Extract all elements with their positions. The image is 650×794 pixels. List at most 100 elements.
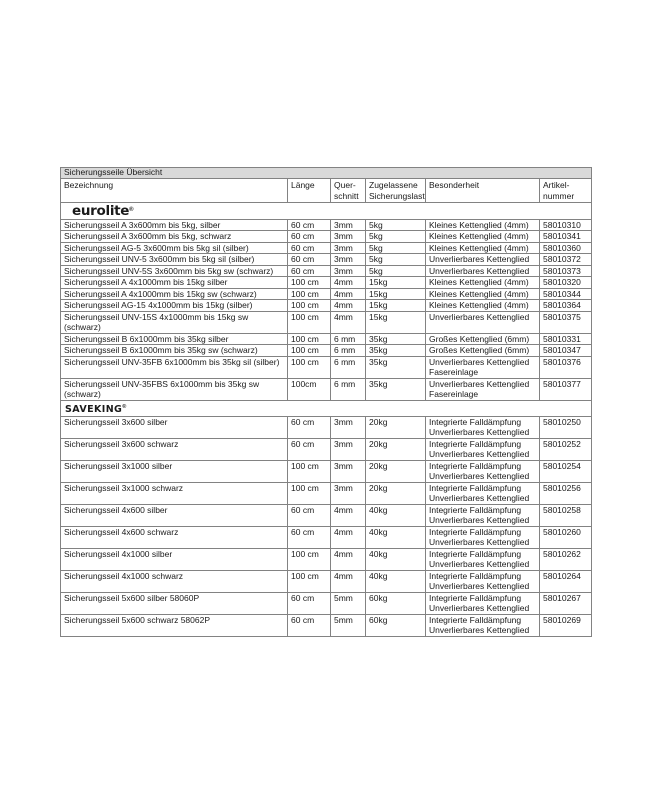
cell-laenge: 60 cm — [287, 241, 331, 255]
cell-besonderheit: Integrierte Falldämpfung Unverlierbares … — [425, 503, 540, 527]
cell-besonderheit: Kleines Kettenglied (4mm) — [425, 218, 540, 232]
cell-querschnitt: 3mm — [330, 241, 366, 255]
table-row: Sicherungsseil UNV-35FBS 6x1000mm bis 35… — [60, 377, 593, 401]
cell-artikelnummer: 58010262 — [538, 547, 593, 571]
cell-besonderheit: Kleines Kettenglied (4mm) — [425, 276, 540, 289]
cell-sicherungslast: 35kg — [365, 355, 426, 379]
cell-bezeichnung: Sicherungsseil A 3x600mm bis 5kg, silber — [60, 218, 288, 232]
cell-laenge: 60 cm — [287, 253, 331, 266]
cell-querschnitt: 5mm — [330, 591, 366, 615]
cell-bezeichnung: Sicherungsseil A 4x1000mm bis 15kg silbe… — [60, 276, 288, 289]
cell-bezeichnung: Sicherungsseil 3x600 schwarz — [60, 437, 288, 461]
cell-besonderheit: Integrierte Falldämpfung Unverlierbares … — [425, 613, 540, 637]
column-header-besonderheit: Besonderheit — [425, 178, 540, 203]
cell-querschnitt: 6 mm — [330, 355, 366, 379]
cell-sicherungslast: 60kg — [365, 613, 426, 637]
cell-bezeichnung: Sicherungsseil UNV-5S 3x600mm bis 5kg sw… — [60, 264, 288, 278]
table-row: Sicherungsseil 5x600 schwarz 58062P 60 cm… — [60, 613, 593, 637]
cell-besonderheit: Großes Kettenglied (6mm) — [425, 344, 540, 357]
cell-besonderheit: Integrierte Falldämpfung Unverlierbares … — [425, 547, 540, 571]
cell-besonderheit: Unverlierbares Kettenglied — [425, 264, 540, 278]
cell-laenge: 60 cm — [287, 264, 331, 278]
cell-sicherungslast: 40kg — [365, 503, 426, 527]
eurolite-logo: eurolite — [72, 202, 130, 219]
table-row: Sicherungsseil A 3x600mm bis 5kg, silber… — [60, 218, 593, 232]
table-title: Sicherungsseile Übersicht — [59, 167, 593, 179]
registered-trademark-icon: ® — [129, 207, 134, 213]
cell-laenge: 100 cm — [287, 276, 331, 289]
cell-artikelnummer: 58010258 — [538, 503, 593, 527]
cell-laenge: 60 cm — [287, 218, 331, 232]
cell-sicherungslast: 15kg — [365, 310, 426, 334]
cell-sicherungslast: 5kg — [365, 230, 426, 243]
cell-laenge: 100 cm — [287, 299, 331, 312]
cell-bezeichnung: Sicherungsseil 4x1000 silber — [60, 547, 288, 571]
cell-besonderheit: Integrierte Falldämpfung Unverlierbares … — [425, 481, 540, 505]
cell-querschnitt: 4mm — [330, 287, 366, 301]
cell-querschnitt: 3mm — [330, 218, 366, 232]
cell-artikelnummer: 58010256 — [538, 481, 593, 505]
cell-bezeichnung: Sicherungsseil B 6x1000mm bis 35kg sw (s… — [60, 344, 288, 357]
cell-querschnitt: 5mm — [330, 613, 366, 637]
cell-artikelnummer: 58010260 — [538, 525, 593, 549]
table-row: Sicherungsseil UNV-5S 3x600mm bis 5kg sw… — [60, 264, 593, 278]
cell-sicherungslast: 20kg — [365, 415, 426, 439]
cell-bezeichnung: Sicherungsseil 4x600 silber — [60, 503, 288, 527]
cell-sicherungslast: 20kg — [365, 459, 426, 483]
cell-laenge: 60 cm — [287, 503, 331, 527]
cell-bezeichnung: Sicherungsseil 3x600 silber — [60, 415, 288, 439]
cell-bezeichnung: Sicherungsseil 5x600 schwarz 58062P — [60, 613, 288, 637]
column-header-sicherungslast: Zugelassene Sicherungslast — [365, 178, 426, 203]
cell-querschnitt: 6 mm — [330, 377, 366, 401]
cell-laenge: 60 cm — [287, 613, 331, 637]
column-header-bezeichnung: Bezeichnung — [60, 178, 288, 203]
cell-sicherungslast: 15kg — [365, 276, 426, 289]
brand-row: SAVEKING® — [59, 399, 593, 417]
cell-artikelnummer: 58010331 — [538, 332, 593, 346]
cell-bezeichnung: Sicherungsseil AG-5 3x600mm bis 5kg sil … — [60, 241, 288, 255]
saveking-logo: SAVEKING — [65, 403, 123, 415]
cell-artikelnummer: 58010347 — [538, 344, 593, 357]
cell-laenge: 60 cm — [287, 525, 331, 549]
cell-querschnitt: 3mm — [330, 415, 366, 439]
cell-artikelnummer: 58010310 — [538, 218, 593, 232]
table-row: Sicherungsseil 3x600 silber 60 cm 3mm 20kg I… — [60, 415, 593, 439]
table-row: Sicherungsseil B 6x1000mm bis 35kg silbe… — [60, 332, 593, 346]
cell-querschnitt: 3mm — [330, 481, 366, 505]
cell-querschnitt: 3mm — [330, 253, 366, 266]
cell-laenge: 100 cm — [287, 310, 331, 334]
cell-bezeichnung: Sicherungsseil B 6x1000mm bis 35kg silbe… — [60, 332, 288, 346]
cell-besonderheit: Großes Kettenglied (6mm) — [425, 332, 540, 346]
cell-artikelnummer: 58010264 — [538, 569, 593, 593]
column-header-artikelnummer: Artikel- nummer — [538, 178, 593, 203]
cell-querschnitt: 4mm — [330, 310, 366, 334]
table-title-row: Sicherungsseile Übersicht — [59, 167, 593, 179]
cell-bezeichnung: Sicherungsseil 3x1000 schwarz — [60, 481, 288, 505]
cell-sicherungslast: 5kg — [365, 264, 426, 278]
products-table: Sicherungsseile Übersicht Bezeichnung Lä… — [59, 167, 593, 637]
cell-bezeichnung: Sicherungsseil AG-15 4x1000mm bis 15kg (… — [60, 299, 288, 312]
cell-besonderheit: Kleines Kettenglied (4mm) — [425, 241, 540, 255]
cell-bezeichnung: Sicherungsseil UNV-35FBS 6x1000mm bis 35… — [60, 377, 288, 401]
cell-laenge: 100 cm — [287, 287, 331, 301]
table-body: eurolite® Sicherungsseil A 3x600mm bis 5k… — [59, 202, 593, 637]
cell-besonderheit: Integrierte Falldämpfung Unverlierbares … — [425, 525, 540, 549]
cell-bezeichnung: Sicherungsseil UNV-15S 4x1000mm bis 15kg… — [60, 310, 288, 334]
cell-sicherungslast: 5kg — [365, 218, 426, 232]
cell-sicherungslast: 40kg — [365, 525, 426, 549]
cell-sicherungslast: 20kg — [365, 481, 426, 505]
cell-sicherungslast: 5kg — [365, 253, 426, 266]
cell-besonderheit: Integrierte Falldämpfung Unverlierbares … — [425, 459, 540, 483]
cell-besonderheit: Unverlierbares Kettenglied Fasereinlage — [425, 355, 540, 379]
cell-besonderheit: Kleines Kettenglied (4mm) — [425, 230, 540, 243]
cell-besonderheit: Integrierte Falldämpfung Unverlierbares … — [425, 415, 540, 439]
table-row: Sicherungsseil 5x600 silber 58060P 60 cm 5… — [60, 591, 593, 615]
cell-bezeichnung: Sicherungsseil UNV-5 3x600mm bis 5kg sil… — [60, 253, 288, 266]
table-row: Sicherungsseil AG-5 3x600mm bis 5kg sil … — [60, 241, 593, 255]
cell-sicherungslast: 15kg — [365, 299, 426, 312]
cell-querschnitt: 3mm — [330, 459, 366, 483]
cell-besonderheit: Integrierte Falldämpfung Unverlierbares … — [425, 437, 540, 461]
cell-laenge: 60 cm — [287, 415, 331, 439]
cell-artikelnummer: 58010377 — [538, 377, 593, 401]
eurolite-brand-cell: eurolite® — [59, 202, 593, 220]
